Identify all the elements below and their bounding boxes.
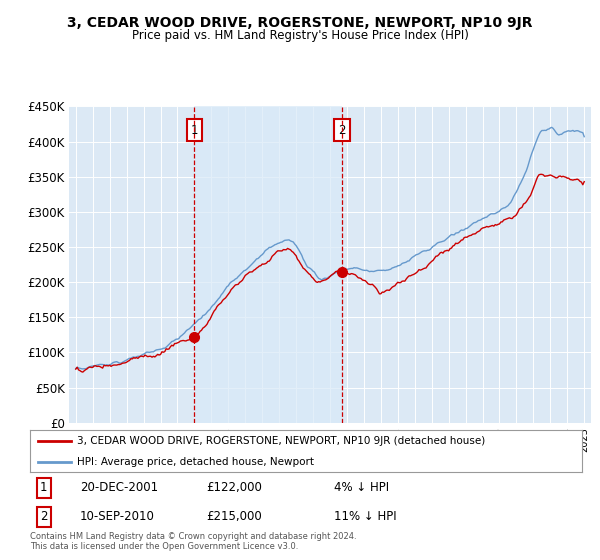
Text: Price paid vs. HM Land Registry's House Price Index (HPI): Price paid vs. HM Land Registry's House … [131, 29, 469, 42]
Text: 11% ↓ HPI: 11% ↓ HPI [334, 510, 396, 524]
Text: 1: 1 [191, 124, 198, 137]
Text: 1: 1 [40, 481, 47, 494]
Text: 20-DEC-2001: 20-DEC-2001 [80, 481, 158, 494]
Text: 3, CEDAR WOOD DRIVE, ROGERSTONE, NEWPORT, NP10 9JR (detached house): 3, CEDAR WOOD DRIVE, ROGERSTONE, NEWPORT… [77, 436, 485, 446]
Bar [194, 106, 342, 423]
Text: 4% ↓ HPI: 4% ↓ HPI [334, 481, 389, 494]
Text: HPI: Average price, detached house, Newport: HPI: Average price, detached house, Newp… [77, 458, 314, 467]
Text: 2: 2 [338, 124, 346, 137]
Text: 2: 2 [40, 510, 47, 524]
Text: 10-SEP-2010: 10-SEP-2010 [80, 510, 155, 524]
Text: £215,000: £215,000 [206, 510, 262, 524]
Text: £122,000: £122,000 [206, 481, 263, 494]
Text: Contains HM Land Registry data © Crown copyright and database right 2024.
This d: Contains HM Land Registry data © Crown c… [30, 532, 356, 552]
Text: 3, CEDAR WOOD DRIVE, ROGERSTONE, NEWPORT, NP10 9JR: 3, CEDAR WOOD DRIVE, ROGERSTONE, NEWPORT… [67, 16, 533, 30]
